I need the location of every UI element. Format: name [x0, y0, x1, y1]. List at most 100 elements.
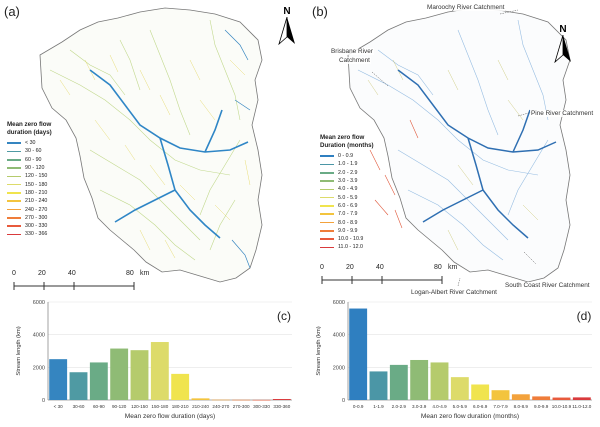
- x-tick-label: < 30: [54, 404, 64, 409]
- x-tick-label: 1-1.9: [373, 404, 384, 409]
- annotation-brisbane-line-1: Brisbane River: [330, 48, 374, 55]
- legend-label: 10.0 - 10.9: [338, 236, 364, 243]
- panel-b-scale-bar: 0 20 40 80 km: [318, 264, 458, 288]
- legend-item: < 30: [7, 139, 52, 147]
- legend-item: 240 - 270: [7, 205, 52, 213]
- scale-unit: km: [448, 264, 458, 271]
- x-tick-label: 2.0-2.9: [392, 404, 407, 409]
- legend-title: Mean zero flow: [7, 121, 52, 128]
- bar: [252, 399, 271, 401]
- bar: [471, 384, 490, 400]
- scale-tick-40: 40: [68, 270, 76, 277]
- legend-label: 180 - 210: [25, 189, 48, 196]
- annotation-brisbane-line-2: Catchment: [338, 57, 371, 64]
- x-tick-label: 5.0-5.9: [453, 404, 468, 409]
- y-tick-label: 2000: [333, 365, 345, 371]
- scale-tick-40: 40: [376, 264, 384, 271]
- legend-item: 330 - 366: [7, 230, 52, 238]
- legend-item: 11.0 - 12.0: [320, 243, 374, 251]
- legend-swatch: [7, 142, 21, 144]
- legend-swatch: [320, 246, 334, 249]
- bar: [430, 362, 449, 400]
- legend-swatch: [7, 183, 21, 186]
- legend-label: 8.0 - 8.9: [338, 219, 358, 226]
- coastal-streams: [224, 29, 251, 269]
- panel-b-legend: Mean zero flow Duration (months) 0 - 0.9…: [320, 134, 374, 252]
- legend-swatch: [320, 188, 334, 191]
- legend-item: 4.0 - 4.9: [320, 185, 374, 193]
- legend-label: < 30: [25, 140, 36, 147]
- y-tick-label: 6000: [333, 300, 345, 306]
- legend-swatch: [7, 175, 21, 178]
- legend-swatch: [7, 192, 21, 194]
- legend-item: 90 - 120: [7, 164, 52, 172]
- legend-label: 6.0 - 6.9: [338, 202, 358, 209]
- legend-swatch: [7, 200, 21, 203]
- legend-subtitle: Duration (months): [320, 142, 374, 149]
- x-tick-label: 90-120: [112, 404, 127, 409]
- legend-label: 3.0 - 3.9: [338, 178, 358, 185]
- x-tick-label: 30-60: [73, 404, 85, 409]
- legend-swatch: [7, 158, 21, 161]
- legend-item: 2.0 - 2.9: [320, 169, 374, 177]
- legend-swatch: [320, 205, 334, 207]
- y-tick-label: 0: [342, 398, 345, 404]
- bar: [150, 342, 169, 400]
- legend-label: 120 - 150: [25, 173, 48, 180]
- scale-bar-graphic: [321, 276, 443, 284]
- legend-swatch: [7, 217, 21, 219]
- annotation-leaders: [371, 9, 537, 287]
- legend-label: 330 - 366: [25, 231, 48, 238]
- x-tick-label: 9.0-9.9: [534, 404, 549, 409]
- legend-swatch: [320, 196, 334, 199]
- main-river: [397, 69, 557, 239]
- legend-label: 30 - 60: [25, 148, 42, 155]
- panel-b-catchment-map: [347, 7, 571, 287]
- legend-item: 300 - 330: [7, 222, 52, 230]
- legend-label: 9.0 - 9.9: [338, 227, 358, 234]
- legend-label: 240 - 270: [25, 206, 48, 213]
- scale-tick-80: 80: [434, 264, 442, 271]
- panel-a-label: (a): [4, 4, 20, 19]
- y-tick-label: 2000: [33, 365, 45, 371]
- x-tick-label: 240-270: [212, 404, 229, 409]
- x-tick-label: 11.0-12.0: [572, 404, 592, 409]
- bar-chart-d: 0 2000 4000 6000 0-0.9 1-1.9 2.0-2.9 3.0-3.9 4.0…: [316, 300, 592, 420]
- panel-a-catchment-map: [39, 7, 263, 283]
- legend-swatch: [320, 180, 334, 182]
- x-axis-label: Mean zero flow duration (days): [125, 413, 216, 420]
- legend-label: 4.0 - 4.9: [338, 186, 358, 193]
- north-arrow-icon: [278, 16, 295, 46]
- catchment-boundary: [39, 7, 263, 283]
- main-river: [89, 69, 249, 239]
- legend-label: 2.0 - 2.9: [338, 169, 358, 176]
- bar: [511, 394, 530, 400]
- legend-label: 11.0 - 12.0: [338, 244, 363, 251]
- north-arrow-icon: [554, 34, 571, 64]
- bar: [389, 364, 408, 400]
- legend-item: 210 - 240: [7, 197, 52, 205]
- legend-label: 90 - 120: [25, 165, 45, 172]
- x-tick-label: 10.0-10.9: [552, 404, 572, 409]
- x-tick-label: 300-330: [253, 404, 270, 409]
- bar: [272, 399, 291, 400]
- panel-label: (c): [277, 309, 291, 323]
- legend-swatch: [320, 230, 334, 232]
- catchment-boundary: [347, 7, 571, 283]
- legend-item: 8.0 - 8.9: [320, 218, 374, 226]
- legend-label: 210 - 240: [25, 198, 48, 205]
- x-tick-label: 150-180: [151, 404, 168, 409]
- x-tick-label: 180-210: [172, 404, 189, 409]
- stream-network-dry: [369, 119, 419, 229]
- north-label: N: [283, 6, 291, 17]
- legend-label: 0 - 0.9: [338, 153, 354, 160]
- legend-item: 10.0 - 10.9: [320, 235, 374, 243]
- scale-bar-graphic: [13, 282, 135, 290]
- scale-unit: km: [140, 270, 150, 277]
- legend-label: 60 - 90: [25, 156, 42, 163]
- x-tick-label: 330-360: [273, 404, 290, 409]
- legend-subtitle: duration (days): [7, 129, 52, 136]
- legend-item: 180 - 210: [7, 189, 52, 197]
- x-tick-label: 7.0-7.9: [493, 404, 508, 409]
- scale-tick-20: 20: [346, 264, 354, 271]
